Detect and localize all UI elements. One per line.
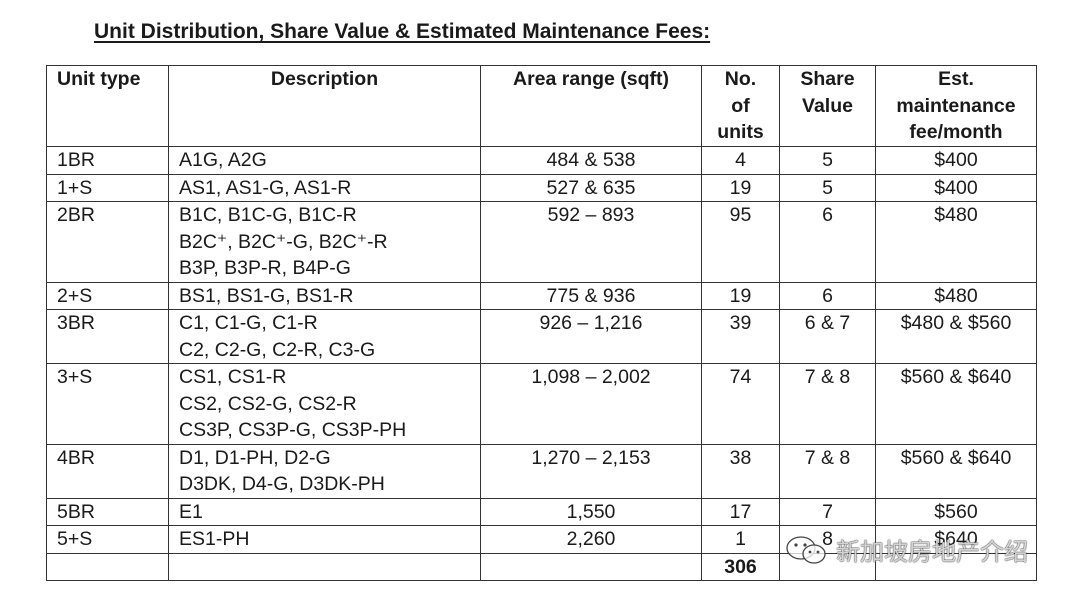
- header-maintenance-fee: Est. maintenance fee/month: [875, 65, 1037, 147]
- total-empty-cell: [46, 552, 169, 581]
- fee-cell: $560 & $640: [875, 443, 1037, 499]
- table-row: 2BR B1C, B1C-G, B1C-R B2C⁺, B2C⁺-G, B2C⁺-R…: [46, 201, 1037, 283]
- unit-type-cell: 5BR: [46, 497, 169, 526]
- table-row: 5BR E1 1,550 17 7 $560: [46, 497, 1037, 526]
- description-line: D3DK, D4-G, D3DK-PH: [179, 473, 385, 495]
- description-line: A1G, A2G: [179, 149, 267, 171]
- header-area-range: Area range (sqft): [480, 65, 702, 147]
- total-units-cell: 306: [701, 552, 780, 581]
- description-line: CS1, CS1-R: [179, 366, 287, 388]
- units-cell: 4: [701, 146, 780, 175]
- description-line: AS1, AS1-G, AS1-R: [179, 176, 352, 199]
- area-range-cell: 527 & 635: [480, 173, 702, 202]
- total-empty-cell: [480, 552, 702, 581]
- description-line: C2, C2-G, C2-R, C3-G: [179, 338, 376, 361]
- unit-type-cell: 2+S: [46, 281, 169, 310]
- table-body: 1BR A1G, A2G 484 & 538 4 5 $400 1+S AS1, AS1-G,…: [46, 146, 1037, 554]
- share-value-cell: 7: [779, 497, 876, 526]
- area-range-cell: 775 & 936: [480, 281, 702, 310]
- share-value-cell: 5: [779, 173, 876, 202]
- area-range-cell: 1,270 – 2,153: [480, 443, 702, 499]
- total-empty-cell: [779, 552, 876, 581]
- units-cell: 17: [701, 497, 780, 526]
- fee-cell: $480: [875, 281, 1037, 310]
- units-cell: 19: [701, 173, 780, 202]
- share-value-cell: 6 & 7: [779, 309, 876, 364]
- fee-cell: $400: [875, 173, 1037, 202]
- area-range-cell: 1,098 – 2,002: [480, 363, 702, 445]
- fee-cell: $640: [875, 525, 1037, 554]
- description-cell: B1C, B1C-G, B1C-R B2C⁺, B2C⁺-G, B2C⁺-R B3P…: [168, 201, 481, 283]
- description-cell: BS1, BS1-G, BS1-R: [168, 281, 481, 310]
- area-range-cell: 1,550: [480, 497, 702, 526]
- unit-type-cell: 4BR: [46, 443, 169, 499]
- unit-distribution-table: Unit type Description Area range (sqft) …: [46, 65, 1037, 581]
- units-cell: 95: [701, 201, 780, 283]
- description-line: B2C⁺, B2C⁺-G, B2C⁺-R: [179, 230, 388, 253]
- share-value-cell: 8: [779, 525, 876, 554]
- description-cell: ES1-PH: [168, 525, 481, 554]
- share-value-cell: 5: [779, 146, 876, 175]
- area-range-cell: 484 & 538: [480, 146, 702, 175]
- table-row: 1+S AS1, AS1-G, AS1-R 527 & 635 19 5 $400: [46, 173, 1037, 202]
- table-row: 2+S BS1, BS1-G, BS1-R 775 & 936 19 6 $480: [46, 281, 1037, 310]
- fee-cell: $480 & $560: [875, 309, 1037, 364]
- header-no-of-units: No. of units: [701, 65, 780, 147]
- table-row: 4BR D1, D1-PH, D2-G D3DK, D4-G, D3DK-PH 1,2…: [46, 443, 1037, 499]
- units-cell: 39: [701, 309, 780, 364]
- description-line: B1C, B1C-G, B1C-R: [179, 204, 357, 226]
- fee-cell: $560 & $640: [875, 363, 1037, 445]
- area-range-cell: 926 – 1,216: [480, 309, 702, 364]
- total-empty-cell: [875, 552, 1037, 581]
- description-line: CS3P, CS3P-G, CS3P-PH: [179, 419, 407, 441]
- area-range-cell: 592 – 893: [480, 201, 702, 283]
- total-row: 306: [46, 552, 1037, 581]
- unit-type-cell: 1+S: [46, 173, 169, 202]
- description-line: BS1, BS1-G, BS1-R: [179, 284, 354, 307]
- description-cell: AS1, AS1-G, AS1-R: [168, 173, 481, 202]
- share-value-cell: 6: [779, 281, 876, 310]
- table-row: 1BR A1G, A2G 484 & 538 4 5 $400: [46, 146, 1037, 175]
- description-cell: CS1, CS1-R CS2, CS2-G, CS2-R CS3P, CS3P-G,…: [168, 363, 481, 445]
- unit-type-cell: 3+S: [46, 363, 169, 445]
- description-line: D1, D1-PH, D2-G: [179, 446, 331, 469]
- area-range-cell: 2,260: [480, 525, 702, 554]
- table-row: 5+S ES1-PH 2,260 1 8 $640: [46, 525, 1037, 554]
- fee-cell: $480: [875, 201, 1037, 283]
- unit-type-cell: 5+S: [46, 525, 169, 554]
- description-cell: A1G, A2G: [168, 146, 481, 175]
- description-cell: E1: [168, 497, 481, 526]
- description-cell: C1, C1-G, C1-R C2, C2-G, C2-R, C3-G: [168, 309, 481, 364]
- total-empty-cell: [168, 552, 481, 581]
- share-value-cell: 7 & 8: [779, 363, 876, 445]
- units-cell: 19: [701, 281, 780, 310]
- header-share-value: Share Value: [779, 65, 876, 147]
- description-cell: D1, D1-PH, D2-G D3DK, D4-G, D3DK-PH: [168, 443, 481, 499]
- table-row: 3BR C1, C1-G, C1-R C2, C2-G, C2-R, C3-G 926…: [46, 309, 1037, 364]
- table-row: 3+S CS1, CS1-R CS2, CS2-G, CS2-R CS3P, CS3P…: [46, 363, 1037, 445]
- fee-cell: $560: [875, 497, 1037, 526]
- share-value-cell: 7 & 8: [779, 443, 876, 499]
- unit-type-cell: 3BR: [46, 309, 169, 364]
- unit-type-cell: 1BR: [46, 146, 169, 175]
- description-line: CS2, CS2-G, CS2-R: [179, 392, 357, 415]
- description-line: E1: [179, 500, 203, 523]
- page-title: Unit Distribution, Share Value & Estimat…: [94, 20, 711, 43]
- header-row: Unit type Description Area range (sqft) …: [46, 65, 1037, 147]
- description-line: C1, C1-G, C1-R: [179, 312, 318, 334]
- description-line: ES1-PH: [179, 528, 250, 550]
- description-line: B3P, B3P-R, B4P-G: [179, 257, 351, 279]
- units-cell: 74: [701, 363, 780, 445]
- fee-cell: $400: [875, 146, 1037, 175]
- units-cell: 1: [701, 525, 780, 554]
- header-description: Description: [168, 65, 481, 147]
- share-value-cell: 6: [779, 201, 876, 283]
- units-cell: 38: [701, 443, 780, 499]
- header-unit-type: Unit type: [46, 65, 169, 147]
- unit-type-cell: 2BR: [46, 201, 169, 283]
